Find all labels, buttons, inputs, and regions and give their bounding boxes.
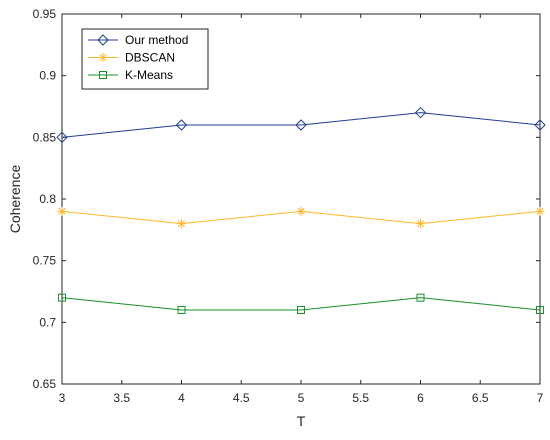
x-tick-label: 4.5 bbox=[233, 391, 250, 405]
data-point bbox=[416, 293, 425, 302]
x-tick-label: 7 bbox=[537, 391, 544, 405]
data-point bbox=[295, 119, 307, 131]
series-line bbox=[61, 112, 541, 138]
y-tick-label: 0.9 bbox=[39, 69, 56, 83]
y-tick-label: 0.95 bbox=[33, 7, 57, 21]
y-tick-label: 0.7 bbox=[39, 315, 56, 329]
x-tick-label: 5 bbox=[298, 391, 305, 405]
data-point bbox=[177, 306, 186, 314]
x-tick-label: 5.5 bbox=[352, 391, 369, 405]
series-1 bbox=[57, 206, 545, 229]
data-point bbox=[177, 219, 186, 229]
data-point bbox=[296, 206, 306, 216]
data-point bbox=[414, 106, 427, 119]
data-point bbox=[535, 206, 545, 216]
y-tick-label: 0.65 bbox=[33, 377, 57, 391]
data-point bbox=[58, 293, 66, 302]
x-tick-label: 6 bbox=[417, 391, 424, 405]
series-0 bbox=[56, 106, 546, 144]
y-tick-label: 0.8 bbox=[39, 192, 56, 206]
data-point bbox=[534, 119, 546, 131]
legend-label: DBSCAN bbox=[125, 51, 175, 65]
data-point bbox=[297, 306, 305, 314]
x-tick-label: 3 bbox=[59, 391, 66, 405]
data-point bbox=[57, 206, 67, 216]
x-axis: 3 3.5 4 4.5 5 5.5 6 6.5 7 bbox=[59, 14, 544, 405]
series-line bbox=[61, 297, 541, 311]
y-axis: 0.65 0.7 0.75 0.8 0.85 0.9 0.95 bbox=[33, 7, 540, 391]
legend-marker bbox=[97, 34, 109, 46]
legend-label: K-Means bbox=[125, 68, 173, 82]
y-tick-label: 0.85 bbox=[33, 130, 57, 144]
data-point bbox=[416, 219, 425, 229]
data-point bbox=[56, 131, 68, 144]
x-tick-label: 3.5 bbox=[113, 391, 130, 405]
legend-marker bbox=[98, 53, 108, 62]
series-layer bbox=[56, 106, 546, 314]
data-point bbox=[175, 119, 188, 131]
y-tick-label: 0.75 bbox=[33, 254, 57, 268]
x-tick-label: 6.5 bbox=[472, 391, 489, 405]
y-axis-label: Coherence bbox=[7, 165, 23, 234]
legend: Our method DBSCAN K-Means bbox=[81, 28, 209, 90]
legend-label: Our method bbox=[125, 33, 188, 47]
legend-marker bbox=[99, 71, 107, 79]
series-2 bbox=[58, 293, 544, 314]
x-axis-label: T bbox=[297, 413, 306, 429]
x-tick-label: 4 bbox=[178, 391, 185, 405]
data-point bbox=[536, 306, 544, 314]
